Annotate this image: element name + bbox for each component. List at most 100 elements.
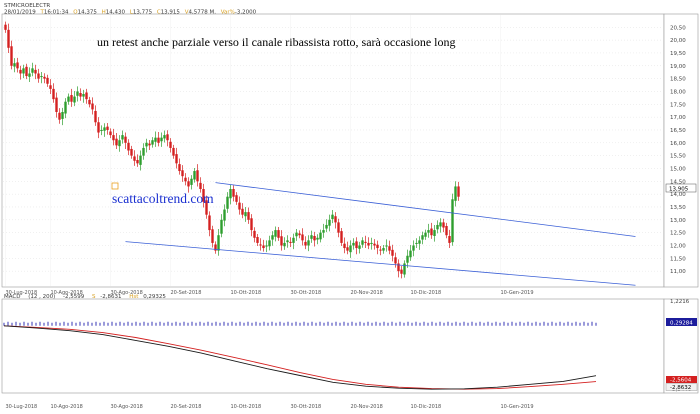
grid [3,15,663,286]
candle-body [154,137,157,142]
candle-body [283,242,286,247]
candle-body [316,237,319,240]
candle-body [379,249,382,251]
hist-tag [666,318,697,326]
candle-body [421,235,424,240]
candle-body [235,195,238,202]
candle-body [124,136,127,143]
candle-body [439,222,442,227]
candle-body [430,228,433,236]
candle-body [307,240,310,246]
candle-body [133,156,136,161]
candle-body [328,219,331,226]
signal-tag-value: -2,8632 [670,385,691,391]
candle-body [361,240,364,245]
hist-value: 0,29325 [143,294,166,300]
candle-body [10,46,13,66]
macd-tag-value: -2,5604 [670,378,692,384]
candle-body [25,66,28,77]
price-tick-label: 15,50 [670,154,686,160]
watermark-icon [111,182,119,190]
candle-body [289,241,292,243]
candle-body [259,244,262,246]
candle-body [187,181,190,187]
candle-body [415,242,418,244]
price-tick-label: 12,50 [670,231,686,237]
macd-series [3,321,597,390]
price-tick-label: 16,50 [670,128,686,134]
x-tick-label: 10-Gen-2019 [501,290,534,296]
candle-body [376,244,379,249]
x-tick-label: 30-Lug-2018 [6,290,38,296]
candle-body [4,24,7,30]
candle-body [418,240,421,244]
candle-body [451,199,454,243]
candle-body [52,88,55,100]
candle-body [385,245,388,247]
candle-body [223,209,226,221]
price-panel-frame [1,13,665,288]
candle-body [136,159,139,164]
candle-body [304,241,307,246]
close-value: 13,915 [161,10,181,16]
price-tick-label: 14,50 [670,179,686,185]
var-value: -3,2000 [235,10,257,16]
price-tick-label: 18,50 [670,77,686,83]
price-tick-label: 20,00 [670,38,686,44]
x-tick-label: 10-Ott-2018 [231,404,262,410]
symbol-label: STMICROELECTR [4,3,50,9]
candle-body [445,225,448,236]
price-tick-label: 13,00 [670,218,686,224]
candle-body [58,112,61,120]
x-tick-label: 10-Gen-2019 [501,404,534,410]
price-tick-label: 17,50 [670,102,686,108]
x-tick-label: 30-Lug-2018 [6,404,38,410]
candle-body [166,134,169,141]
candle-body [85,92,88,100]
macd-line [3,325,597,390]
candle-body [409,250,412,258]
candle-body [97,122,100,133]
candle-body [400,269,403,274]
candle-body [91,103,94,110]
candle-body [217,235,220,251]
candle-body [112,135,115,141]
channel-lower-line [125,241,636,286]
candle-body [211,229,214,243]
candle-body [79,92,82,97]
price-axis-panel [663,13,699,288]
candle-body [268,240,271,247]
candle-body [271,235,274,240]
x-tick-label: 20-Nov-2018 [351,404,383,410]
candle-body [43,76,46,79]
price-tick-label: 13,50 [670,205,686,211]
channel-upper-line [215,182,636,237]
candle-body [352,242,355,246]
open-value: 14,375 [78,10,98,16]
candle-body [40,76,43,78]
candle-body [319,232,322,240]
candle-body [391,249,394,256]
candle-body [64,101,67,114]
candle-body [202,189,205,202]
watermark-text: scattacoltrend.com [112,191,214,206]
candle-body [403,263,406,275]
candle-body [178,164,181,172]
x-tick-label: 20-Nov-2018 [351,290,383,296]
x-tick-label: 10-Dic-2018 [411,404,442,410]
candle-body [73,96,76,103]
candle-body [310,235,313,239]
candle-body [61,111,64,119]
candle-body [250,218,253,231]
price-tick-label: 19,50 [670,51,686,57]
candle-body [13,63,16,67]
candle-body [274,230,277,237]
candle-body [238,202,241,210]
candle-body [397,263,400,272]
candle-body [346,247,349,251]
candle-body [7,29,10,48]
x-axis-bottom: 30-Lug-2018 10-Ago-2018 30-Ago-2018 20-Set-… [6,404,534,410]
candle-body [160,137,163,142]
x-axis-top: 30-Lug-2018 10-Ago-2018 30-Ago-2018 20-Set-… [6,290,534,296]
last-price-tag [665,183,697,193]
